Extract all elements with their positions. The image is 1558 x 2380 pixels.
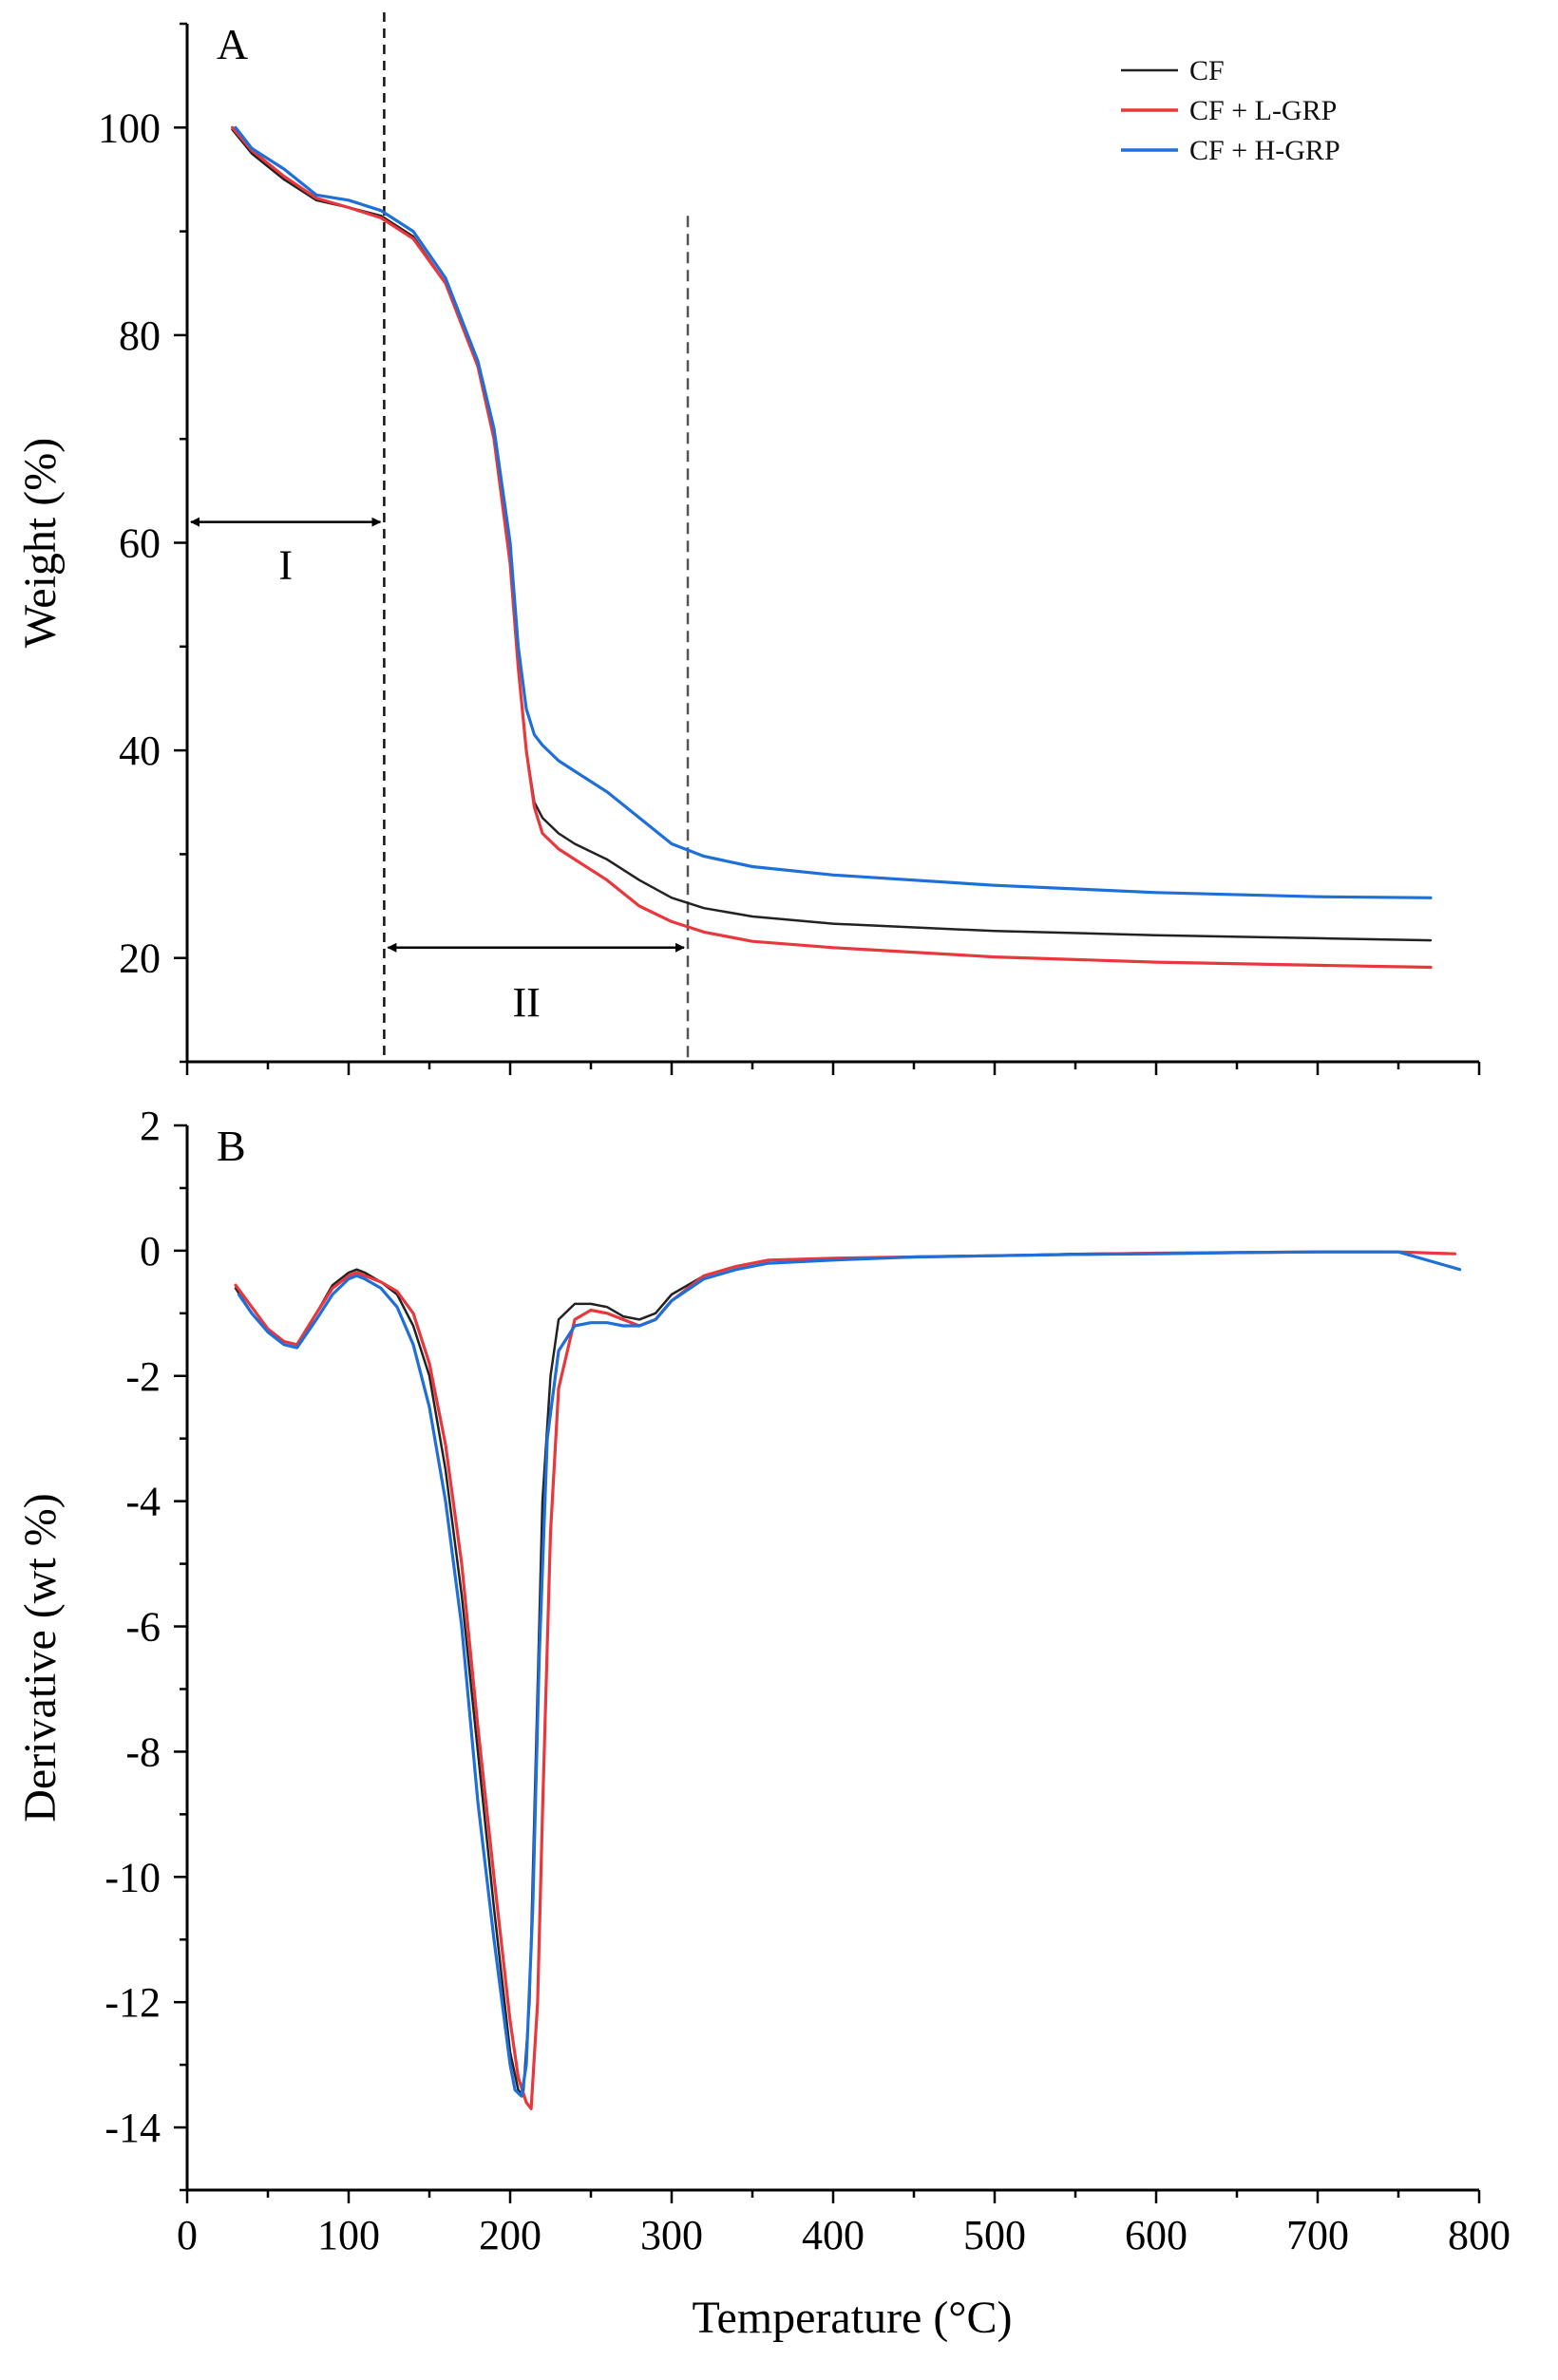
series-line-3 — [234, 125, 1433, 899]
y-tick-label: -10 — [104, 1854, 161, 1900]
y-axis-title: Derivative (wt %) — [15, 1493, 66, 1823]
y-tick-label: 100 — [98, 104, 161, 151]
y-tick-label: 40 — [119, 727, 161, 774]
panel-b-derivative-chart: 2 0 -2 -4 -6 -8 -10 -12 -14 0 100 200 300 400 500 600 70… — [15, 1103, 1510, 2343]
series-line-1 — [231, 128, 1433, 942]
y-tick-label: 2 — [140, 1103, 161, 1149]
y-tick-label: -8 — [125, 1728, 161, 1775]
y-tick-label: -2 — [125, 1353, 161, 1400]
region-label-2: II — [513, 979, 541, 1026]
x-tick-label: 0 — [177, 2212, 198, 2258]
series-line-1 — [234, 1250, 1456, 2098]
x-tick-label: 700 — [1286, 2212, 1349, 2258]
y-tick-label: -4 — [125, 1479, 161, 1525]
y-tick-label: 0 — [140, 1228, 161, 1275]
x-tick-label: 500 — [963, 2212, 1026, 2258]
x-tick-label: 300 — [640, 2212, 703, 2258]
y-tick-label: -14 — [104, 2105, 161, 2151]
series-line-2 — [234, 1250, 1457, 2110]
legend-label-1: CF — [1189, 55, 1225, 86]
x-axis-title: Temperature (°C) — [692, 2293, 1012, 2343]
y-tick-label: -12 — [104, 1979, 161, 2026]
y-tick-label: 20 — [119, 935, 161, 982]
x-tick-label: 400 — [802, 2212, 864, 2258]
y-axis-title: Weight (%) — [15, 438, 66, 648]
legend-label-2: CF + L-GRP — [1189, 95, 1337, 126]
series-line-3 — [237, 1250, 1462, 2098]
x-tick-label: 100 — [317, 2212, 380, 2258]
x-tick-label: 200 — [479, 2212, 542, 2258]
x-tick-label: 800 — [1448, 2212, 1510, 2258]
region-label-1: I — [278, 542, 293, 589]
legend-label-3: CF + H-GRP — [1189, 135, 1340, 166]
y-tick-label: -6 — [125, 1604, 161, 1651]
y-tick-label: 80 — [119, 312, 161, 359]
x-tick-label: 600 — [1125, 2212, 1188, 2258]
panel-letter: A — [217, 20, 248, 68]
panel-letter: B — [217, 1122, 246, 1170]
y-tick-label: 60 — [119, 520, 161, 567]
series-line-2 — [231, 125, 1433, 970]
